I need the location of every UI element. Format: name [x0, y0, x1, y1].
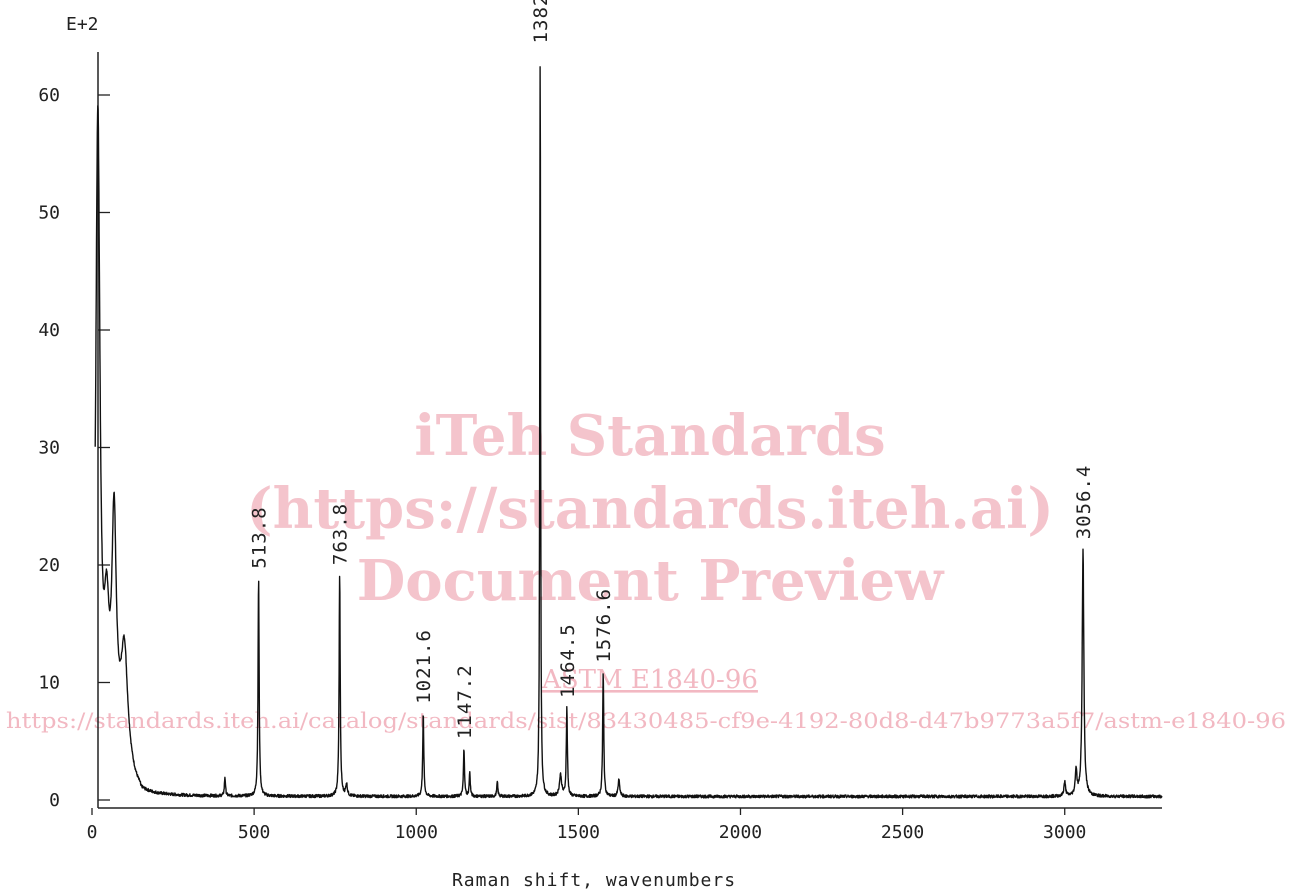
y-axis-ticks: 0 10 20 30 40 50 60 — [38, 85, 110, 811]
watermark-line2: (https://standards.iteh.ai) — [246, 476, 1054, 542]
y-tick-label: 20 — [38, 555, 60, 576]
y-tick-label: 50 — [38, 203, 60, 224]
x-tick-label: 2500 — [881, 822, 924, 843]
watermark-line1: iTeh Standards — [414, 403, 885, 469]
y-multiplier-label: E+2 — [66, 14, 99, 35]
spectrum-line — [94, 66, 1163, 799]
peak-label: 763.8 — [330, 503, 352, 565]
y-tick-label: 10 — [38, 673, 60, 694]
peak-label: 1576.6 — [593, 588, 615, 663]
x-tick-label: 1000 — [395, 822, 438, 843]
x-tick-label: 0 — [87, 822, 98, 843]
y-tick-label: 0 — [49, 790, 60, 811]
x-tick-label: 500 — [238, 822, 271, 843]
watermark-standard[interactable]: ASTM E1840-96 — [541, 665, 758, 695]
peak-label: 1464.5 — [557, 623, 579, 698]
x-tick-label: 3000 — [1043, 822, 1086, 843]
peak-label: 3056.4 — [1073, 465, 1095, 540]
peak-label: 1382.2 — [530, 0, 552, 43]
peak-labels: 513.8 763.8 1021.6 1147.2 1382.2 1464.5 1576.6… — [249, 0, 1095, 739]
peak-label: 1147.2 — [454, 664, 476, 739]
watermark-line3: Document Preview — [357, 548, 945, 614]
y-tick-label: 60 — [38, 85, 60, 106]
watermark: iTeh Standards (https://standards.iteh.a… — [6, 403, 1286, 733]
x-tick-label: 2000 — [719, 822, 762, 843]
x-axis-title: Raman shift, wavenumbers — [452, 870, 736, 890]
y-tick-label: 30 — [38, 438, 60, 459]
x-axis-ticks: 0 500 1000 1500 2000 2500 3000 — [87, 808, 1086, 843]
peak-label: 513.8 — [249, 506, 271, 568]
x-tick-label: 1500 — [557, 822, 600, 843]
watermark-url[interactable]: https://standards.iteh.ai/catalog/standa… — [6, 709, 1286, 733]
peak-label: 1021.6 — [413, 629, 435, 704]
y-tick-label: 40 — [38, 320, 60, 341]
